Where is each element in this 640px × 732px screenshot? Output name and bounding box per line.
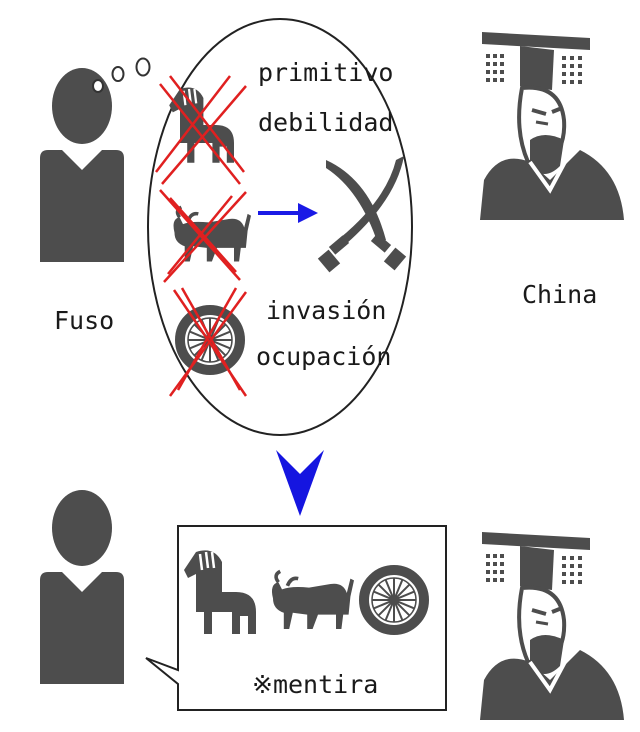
speech-note: ※mentira xyxy=(252,670,379,699)
person-icon xyxy=(40,490,124,684)
thought-word-debilidad: debilidad xyxy=(258,108,394,137)
person-label: Fuso xyxy=(54,306,115,335)
emperor-icon xyxy=(478,530,626,722)
arrow-down xyxy=(276,450,324,516)
thought-word-primitivo: primitivo xyxy=(258,58,394,87)
action-word-ocupacion: ocupación xyxy=(256,342,392,371)
thought-dots xyxy=(92,57,151,93)
crossed-swords-icon xyxy=(317,156,407,273)
arrow-right xyxy=(258,203,318,223)
wheel-icon xyxy=(364,570,424,630)
person-icon xyxy=(40,68,124,262)
emperor-icon xyxy=(478,30,626,222)
emperor-label: China xyxy=(522,280,598,309)
action-word-invasion: invasión xyxy=(266,296,387,325)
cross-mark xyxy=(168,287,248,397)
cross-mark xyxy=(155,75,247,185)
cross-mark xyxy=(159,189,247,283)
horse-icon xyxy=(168,86,236,164)
thought-bubble xyxy=(147,18,413,436)
